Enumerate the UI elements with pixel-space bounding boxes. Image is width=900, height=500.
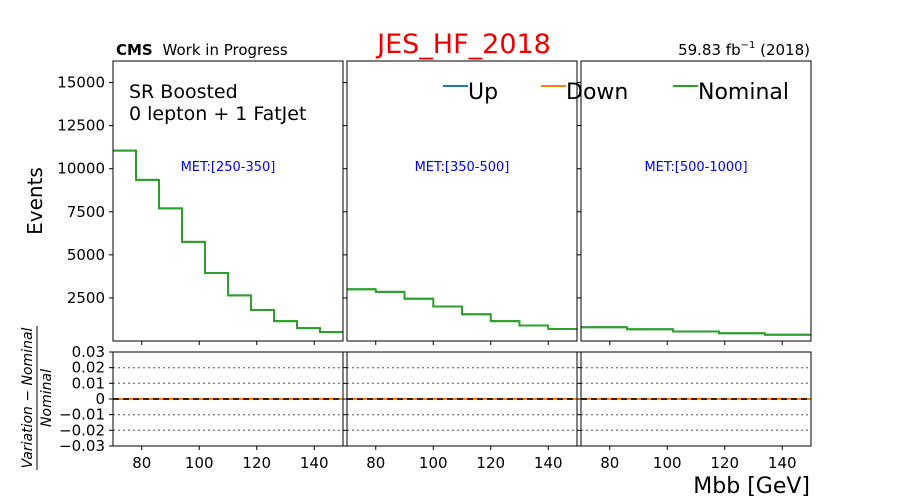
legend-label: Nominal <box>698 80 789 105</box>
cms-bold: CMS <box>116 41 153 59</box>
y-tick-label: 5000 <box>67 246 105 264</box>
panel-3: MET:[500-1000] 80 100 120 140 <box>577 60 812 472</box>
nominal-histogram <box>113 149 343 334</box>
plot-area: MET:[250-350]80 100 120 1402500500075001000… <box>20 60 812 499</box>
met-region-label: MET:[500-1000] <box>644 160 747 175</box>
lumi-value: 59.83 fb <box>678 41 741 59</box>
y-tick-label: 15000 <box>57 74 105 92</box>
x-tick-label: 140 <box>300 454 329 472</box>
x-tick-label: 100 <box>419 454 448 472</box>
top-panel-frame <box>112 60 344 342</box>
lumi-exponent: −1 <box>741 40 756 51</box>
legend-label: Up <box>468 80 498 105</box>
x-tick-label: 80 <box>132 454 151 472</box>
ratio-label-denominator: Nominal <box>39 369 55 427</box>
x-tick-label: 140 <box>768 454 797 472</box>
ratio-y-axis-label: Variation − Nominal Nominal <box>20 326 55 470</box>
x-tick-label: 120 <box>242 454 271 472</box>
met-region-label: MET:[350-500] <box>415 160 510 175</box>
ratio-y-tick-label: 0.03 <box>72 343 105 361</box>
y-tick-label: 12500 <box>57 117 105 135</box>
cms-label: CMS Work in Progress <box>116 41 288 59</box>
panel-2: MET:[350-500] 80 100 120 140 <box>343 60 578 472</box>
nominal-histogram <box>347 288 577 330</box>
y-tick-label: 10000 <box>57 160 105 178</box>
ratio-y-tick-label: −0.03 <box>59 437 105 455</box>
x-tick-label: 140 <box>534 454 563 472</box>
panel-1: MET:[250-350] 80 100 120 140 2500 5000 7500 1000… <box>57 60 344 472</box>
ratio-label-numerator: Variation − Nominal <box>20 327 36 468</box>
x-tick-label: 80 <box>366 454 385 472</box>
legend-entry: Up <box>443 80 498 105</box>
y-axis-label: Events <box>23 167 47 235</box>
met-region-label: MET:[250-350] <box>181 160 276 175</box>
lumi-label: 59.83 fb−1 (2018) <box>678 40 810 59</box>
x-tick-label: 80 <box>600 454 619 472</box>
y-tick-label: 7500 <box>67 203 105 221</box>
cms-work-in-progress: Work in Progress <box>163 41 288 59</box>
chart-title: JES_HF_2018 <box>375 29 551 60</box>
top-panel-frame <box>346 60 578 342</box>
legend-label: Down <box>566 80 628 105</box>
selection-annotation: 0 lepton + 1 FatJet <box>129 103 306 125</box>
x-tick-label: 120 <box>710 454 739 472</box>
ratio-y-tick-label: 0.02 <box>72 359 105 377</box>
lumi-year: (2018) <box>755 41 810 59</box>
x-tick-label: 100 <box>653 454 682 472</box>
ratio-y-tick-label: 0 <box>95 390 105 408</box>
x-tick-label: 120 <box>476 454 505 472</box>
ratio-y-tick-label: −0.01 <box>59 406 105 424</box>
ratio-y-tick-label: 0.01 <box>72 374 105 392</box>
region-annotation: SR Boosted <box>129 81 238 103</box>
x-tick-label: 100 <box>185 454 214 472</box>
legend-entry: Down <box>541 80 628 105</box>
y-tick-label: 2500 <box>67 289 105 307</box>
ratio-y-tick-label: −0.02 <box>59 421 105 439</box>
top-panel-frame <box>580 60 812 342</box>
x-axis-label: Mbb [GeV] <box>693 474 810 499</box>
legend-entry: Nominal <box>673 80 789 105</box>
